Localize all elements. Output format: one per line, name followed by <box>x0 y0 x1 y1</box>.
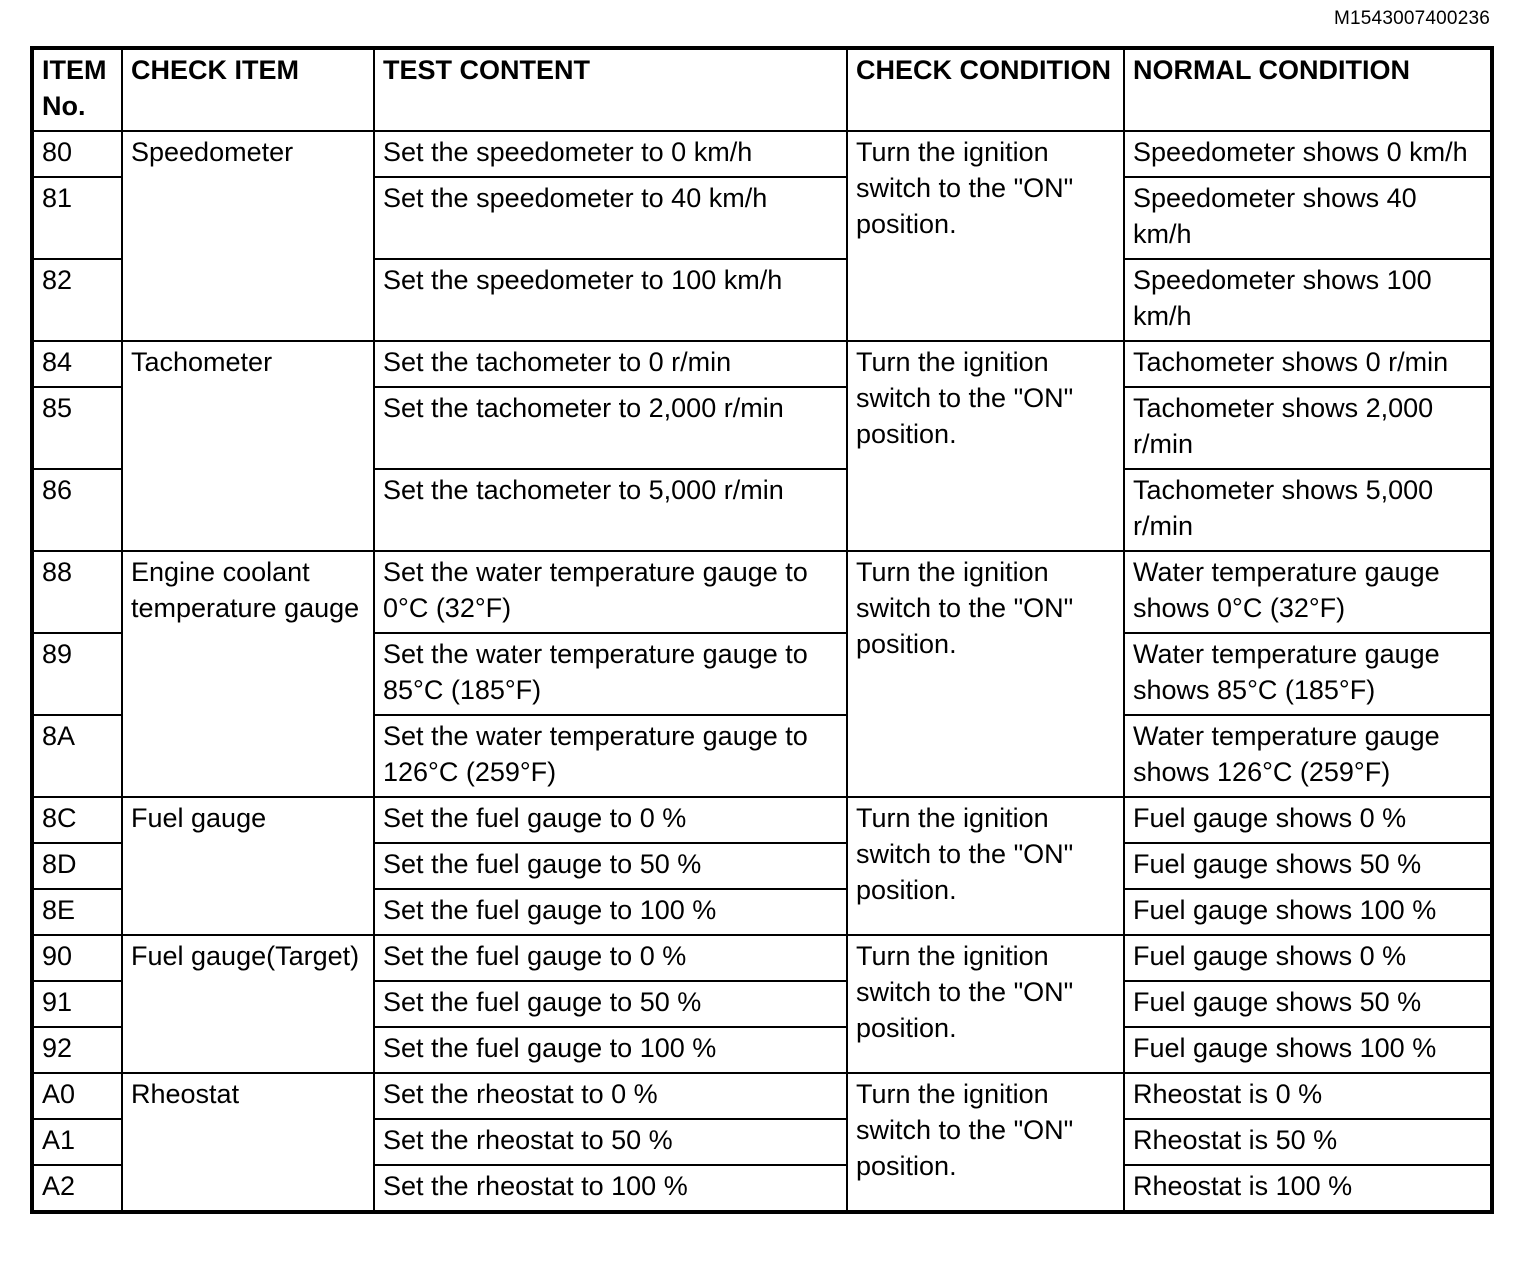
cell-item-no: 84 <box>31 340 123 388</box>
cell-check-condition: Turn the ignition switch to the "ON" pos… <box>846 934 1125 1074</box>
cell-check-condition: Turn the ignition switch to the "ON" pos… <box>846 550 1125 798</box>
cell-normal-condition: Water temperature gauge shows 85°C (185°… <box>1123 632 1493 716</box>
table-row: 88 Engine coolant temperature gauge Set … <box>31 550 1493 798</box>
cell-normal-condition: Tachometer shows 2,000 r/min <box>1123 386 1493 470</box>
table-row: A2 Set the rheostat to 100 % Rheostat is… <box>31 1164 1493 1213</box>
cell-test-content: Set the fuel gauge to 100 % <box>373 888 848 936</box>
cell-test-content: Set the rheostat to 100 % <box>373 1164 848 1213</box>
cell-normal-condition: Rheostat is 100 % <box>1123 1164 1493 1213</box>
cell-item-no: A0 <box>31 1072 123 1120</box>
cell-item-no: A1 <box>31 1118 123 1166</box>
cell-test-content: Set the water temperature gauge to 126°C… <box>373 714 848 798</box>
table-row: 85 Set the tachometer to 2,000 r/min Tac… <box>31 386 1493 470</box>
table-row: 80 Speedometer Set the speedometer to 0 … <box>31 130 1493 342</box>
cell-test-content: Set the fuel gauge to 50 % <box>373 980 848 1028</box>
cell-normal-condition: Speedometer shows 0 km/h <box>1123 130 1493 178</box>
cell-normal-condition: Fuel gauge shows 50 % <box>1123 980 1493 1028</box>
table-row: 81 Set the speedometer to 40 km/h Speedo… <box>31 176 1493 260</box>
table-row: A1 Set the rheostat to 50 % Rheostat is … <box>31 1118 1493 1166</box>
cell-check-condition: Turn the ignition switch to the "ON" pos… <box>846 1072 1125 1213</box>
cell-check-item: Engine coolant temperature gauge <box>121 550 375 798</box>
header-check-condition: CHECK CONDITION <box>846 47 1125 132</box>
cell-test-content: Set the fuel gauge to 0 % <box>373 796 848 844</box>
cell-item-no: 81 <box>31 176 123 260</box>
cell-normal-condition: Water temperature gauge shows 0°C (32°F) <box>1123 550 1493 634</box>
cell-test-content: Set the tachometer to 5,000 r/min <box>373 468 848 552</box>
header-check-item: CHECK ITEM <box>121 47 375 132</box>
table-row: 8D Set the fuel gauge to 50 % Fuel gauge… <box>31 842 1493 890</box>
table-row: 8A Set the water temperature gauge to 12… <box>31 714 1493 798</box>
cell-test-content: Set the water temperature gauge to 0°C (… <box>373 550 848 634</box>
cell-item-no: 92 <box>31 1026 123 1074</box>
header-row: ITEM No. CHECK ITEM TEST CONTENT CHECK C… <box>31 47 1493 132</box>
table-row: 82 Set the speedometer to 100 km/h Speed… <box>31 258 1493 342</box>
cell-test-content: Set the rheostat to 0 % <box>373 1072 848 1120</box>
cell-check-condition: Turn the ignition switch to the "ON" pos… <box>846 340 1125 552</box>
header-normal-condition: NORMAL CONDITION <box>1123 47 1493 132</box>
cell-check-item: Fuel gauge <box>121 796 375 936</box>
table-row: 8E Set the fuel gauge to 100 % Fuel gaug… <box>31 888 1493 936</box>
cell-normal-condition: Water temperature gauge shows 126°C (259… <box>1123 714 1493 798</box>
cell-test-content: Set the fuel gauge to 0 % <box>373 934 848 982</box>
cell-item-no: 85 <box>31 386 123 470</box>
cell-item-no: A2 <box>31 1164 123 1213</box>
cell-item-no: 82 <box>31 258 123 342</box>
cell-test-content: Set the fuel gauge to 50 % <box>373 842 848 890</box>
cell-normal-condition: Fuel gauge shows 50 % <box>1123 842 1493 890</box>
cell-item-no: 89 <box>31 632 123 716</box>
header-item-no: ITEM No. <box>31 47 123 132</box>
document-id: M1543007400236 <box>1334 8 1490 29</box>
cell-item-no: 91 <box>31 980 123 1028</box>
table-row: 86 Set the tachometer to 5,000 r/min Tac… <box>31 468 1493 552</box>
cell-check-item: Rheostat <box>121 1072 375 1213</box>
table-row: 92 Set the fuel gauge to 100 % Fuel gaug… <box>31 1026 1493 1074</box>
cell-item-no: 8A <box>31 714 123 798</box>
cell-item-no: 86 <box>31 468 123 552</box>
cell-normal-condition: Tachometer shows 0 r/min <box>1123 340 1493 388</box>
cell-item-no: 90 <box>31 934 123 982</box>
cell-item-no: 80 <box>31 130 123 178</box>
cell-check-condition: Turn the ignition switch to the "ON" pos… <box>846 796 1125 936</box>
cell-normal-condition: Rheostat is 0 % <box>1123 1072 1493 1120</box>
cell-normal-condition: Tachometer shows 5,000 r/min <box>1123 468 1493 552</box>
cell-normal-condition: Rheostat is 50 % <box>1123 1118 1493 1166</box>
cell-normal-condition: Fuel gauge shows 100 % <box>1123 1026 1493 1074</box>
cell-check-condition: Turn the ignition switch to the "ON" pos… <box>846 130 1125 342</box>
cell-normal-condition: Fuel gauge shows 100 % <box>1123 888 1493 936</box>
cell-test-content: Set the speedometer to 0 km/h <box>373 130 848 178</box>
cell-check-item: Fuel gauge(Target) <box>121 934 375 1074</box>
check-table: ITEM No. CHECK ITEM TEST CONTENT CHECK C… <box>30 46 1494 1214</box>
cell-normal-condition: Fuel gauge shows 0 % <box>1123 796 1493 844</box>
cell-test-content: Set the tachometer to 2,000 r/min <box>373 386 848 470</box>
cell-test-content: Set the water temperature gauge to 85°C … <box>373 632 848 716</box>
table-row: A0 Rheostat Set the rheostat to 0 % Turn… <box>31 1072 1493 1213</box>
cell-item-no: 8D <box>31 842 123 890</box>
cell-item-no: 8E <box>31 888 123 936</box>
cell-test-content: Set the speedometer to 100 km/h <box>373 258 848 342</box>
cell-test-content: Set the fuel gauge to 100 % <box>373 1026 848 1074</box>
cell-check-item: Speedometer <box>121 130 375 342</box>
cell-normal-condition: Speedometer shows 100 km/h <box>1123 258 1493 342</box>
table-row: 8C Fuel gauge Set the fuel gauge to 0 % … <box>31 796 1493 936</box>
cell-check-item: Tachometer <box>121 340 375 552</box>
cell-test-content: Set the rheostat to 50 % <box>373 1118 848 1166</box>
cell-item-no: 88 <box>31 550 123 634</box>
table-row: 89 Set the water temperature gauge to 85… <box>31 632 1493 716</box>
table-row: 90 Fuel gauge(Target) Set the fuel gauge… <box>31 934 1493 1074</box>
cell-normal-condition: Speedometer shows 40 km/h <box>1123 176 1493 260</box>
table-row: 91 Set the fuel gauge to 50 % Fuel gauge… <box>31 980 1493 1028</box>
cell-test-content: Set the tachometer to 0 r/min <box>373 340 848 388</box>
cell-normal-condition: Fuel gauge shows 0 % <box>1123 934 1493 982</box>
table-row: 84 Tachometer Set the tachometer to 0 r/… <box>31 340 1493 552</box>
cell-test-content: Set the speedometer to 40 km/h <box>373 176 848 260</box>
header-test-content: TEST CONTENT <box>373 47 848 132</box>
cell-item-no: 8C <box>31 796 123 844</box>
